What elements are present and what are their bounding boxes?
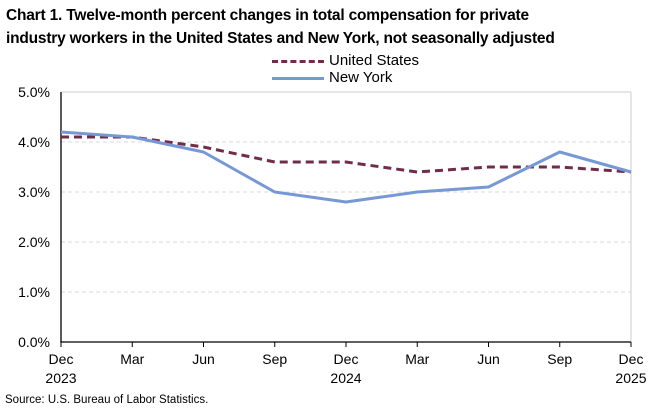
svg-text:Dec: Dec [619, 351, 644, 367]
svg-text:Mar: Mar [405, 351, 429, 367]
svg-text:Sep: Sep [547, 351, 572, 367]
legend-label-new-york: New York [329, 69, 393, 86]
svg-text:Dec: Dec [334, 351, 359, 367]
svg-text:3.0%: 3.0% [18, 184, 50, 200]
chart-title-line1: Chart 1. Twelve-month percent changes in… [6, 7, 529, 24]
svg-text:4.0%: 4.0% [18, 134, 50, 150]
svg-text:0.0%: 0.0% [18, 334, 50, 350]
svg-text:Dec: Dec [49, 351, 74, 367]
legend-label-united-states: United States [329, 52, 420, 69]
chart-title-line2: industry workers in the United States an… [6, 30, 555, 47]
legend-item-new-york: New York [272, 70, 419, 86]
svg-text:2025: 2025 [615, 370, 646, 386]
svg-text:Sep: Sep [262, 351, 287, 367]
svg-text:Jun: Jun [477, 351, 500, 367]
legend-swatch-new-york [272, 76, 324, 80]
svg-text:2024: 2024 [330, 370, 361, 386]
legend-item-united-states: United States [272, 53, 419, 69]
svg-text:Mar: Mar [120, 351, 144, 367]
svg-text:Jun: Jun [192, 351, 215, 367]
svg-text:2023: 2023 [45, 370, 76, 386]
svg-text:5.0%: 5.0% [18, 84, 50, 100]
svg-text:2.0%: 2.0% [18, 234, 50, 250]
svg-text:1.0%: 1.0% [18, 284, 50, 300]
legend-swatch-united-states [272, 59, 324, 63]
legend: United States New York [272, 53, 419, 87]
chart-title: Chart 1. Twelve-month percent changes in… [6, 4, 666, 50]
source-note: Source: U.S. Bureau of Labor Statistics. [5, 394, 209, 406]
